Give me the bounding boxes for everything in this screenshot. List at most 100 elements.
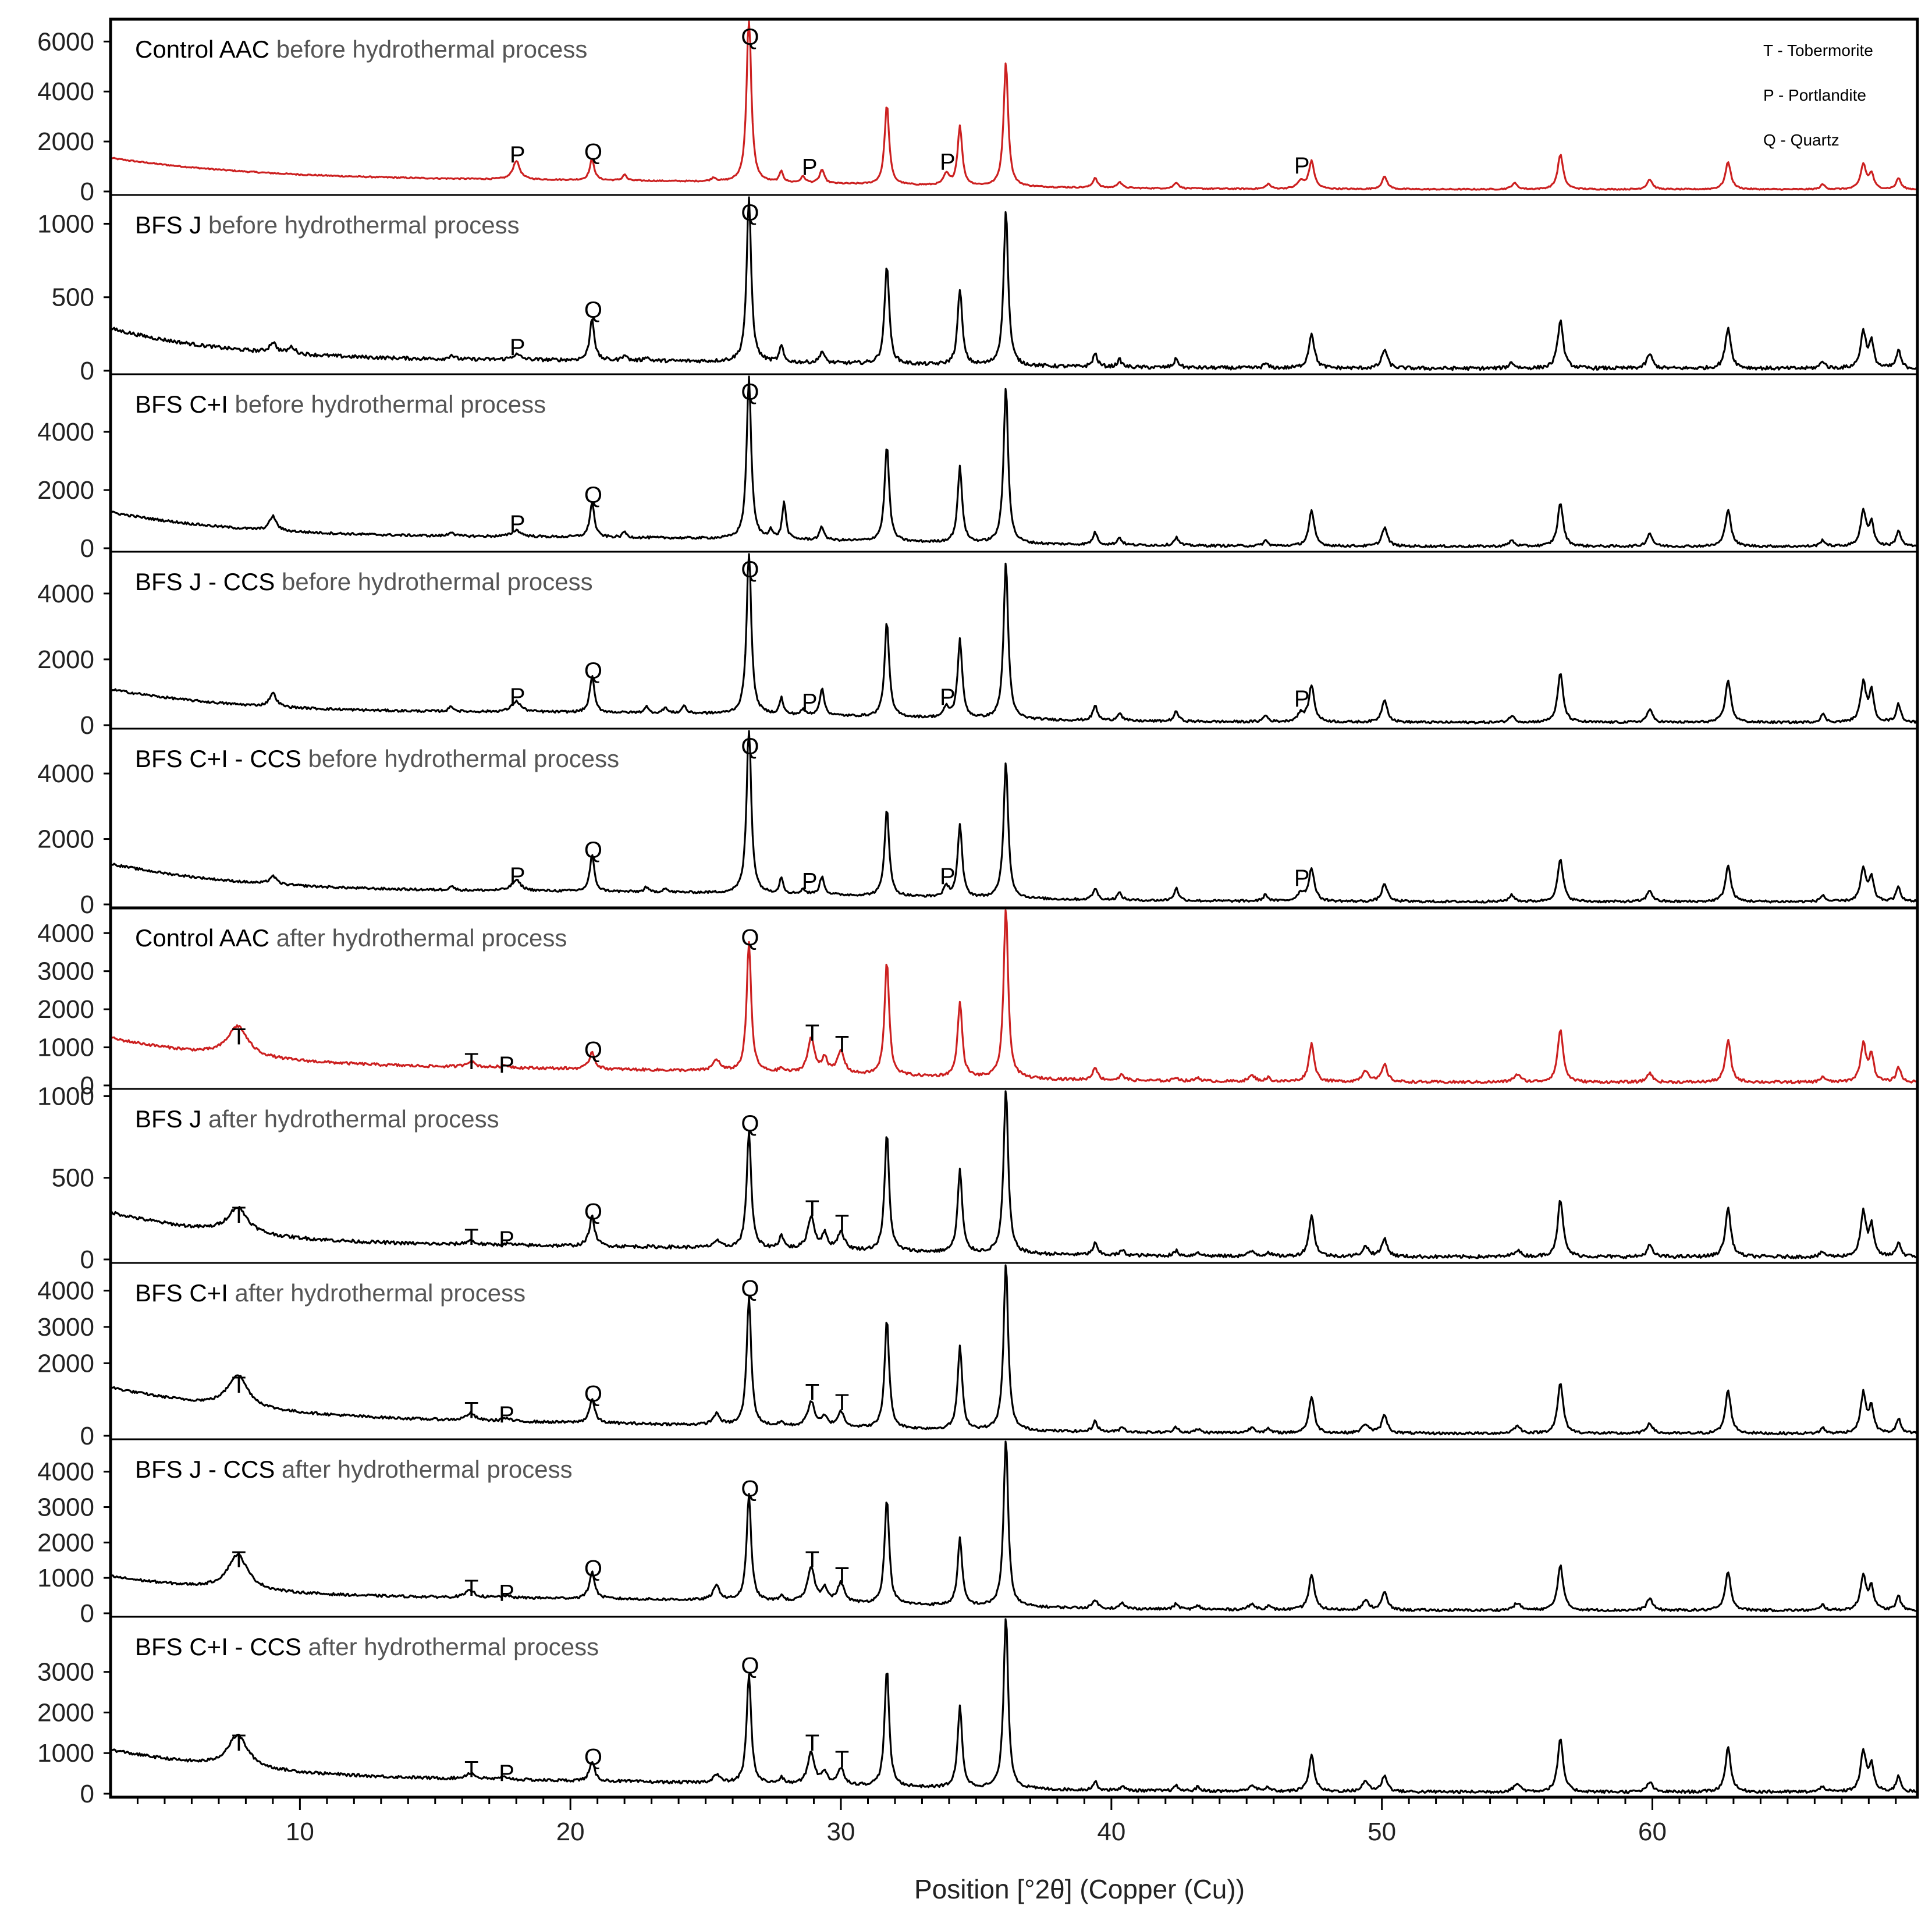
phase-marker-Q: Q	[584, 1038, 602, 1063]
phase-marker-T: T	[232, 1372, 246, 1398]
x-tick-label: 50	[1368, 1818, 1396, 1846]
series-line	[110, 730, 1918, 904]
panel-bfs-ci-before: 0 2000 4000 BFS C+I before hydrothermal pro…	[37, 373, 1919, 563]
y-tick-label: 2000	[37, 1349, 94, 1378]
series-line	[109, 196, 1918, 371]
y-tick-label: 3000	[37, 1493, 94, 1522]
phase-marker-T: T	[232, 1202, 246, 1228]
phase-marker-T: T	[805, 1730, 819, 1756]
phase-marker-P: P	[940, 684, 956, 710]
panel-title-sample: BFS C+I	[135, 1279, 228, 1307]
phase-marker-T: T	[805, 1379, 819, 1405]
phase-marker-Q: Q	[741, 379, 759, 405]
y-tick-label: 4000	[37, 1458, 94, 1486]
phase-marker-P: P	[510, 511, 525, 537]
phase-marker-T: T	[805, 1020, 819, 1046]
y-tick-label: 0	[80, 357, 94, 385]
y-tick-label: 0	[80, 890, 94, 919]
y-tick-label: 4000	[37, 919, 94, 947]
y-tick-label: 0	[80, 1071, 94, 1100]
phase-marker-P: P	[802, 154, 818, 180]
phase-marker-T: T	[835, 1032, 849, 1057]
phase-marker-Q: Q	[741, 200, 759, 226]
panel-title: BFS C+I - CCS after hydrothermal process	[135, 1633, 599, 1660]
phase-marker-Q: Q	[741, 925, 759, 951]
x-tick-label: 60	[1638, 1818, 1667, 1846]
phase-marker-P: P	[1294, 686, 1310, 712]
panel-title: BFS J before hydrothermal process	[135, 211, 520, 239]
x-tick-label: 40	[1097, 1818, 1125, 1846]
y-tick-label: 4000	[37, 77, 94, 106]
phase-marker-Q: Q	[741, 1653, 759, 1679]
series-line	[110, 1090, 1918, 1259]
phase-marker-T: T	[232, 1547, 246, 1573]
y-tick-label: 0	[80, 1780, 94, 1808]
phase-marker-P: P	[802, 690, 818, 715]
panel-bfs-j-ccs-before: 0 2000 4000 BFS J - CCS before hydrothermal…	[37, 551, 1918, 740]
phase-marker-T: T	[464, 1757, 478, 1783]
y-tick-label: 2000	[37, 1528, 94, 1557]
phase-marker-Q: Q	[741, 557, 759, 583]
phase-marker-P: P	[510, 863, 525, 889]
y-tick-label: 3000	[37, 1313, 94, 1341]
panel-title-sample: BFS J - CCS	[135, 1456, 275, 1483]
y-tick-label: 0	[80, 711, 94, 740]
y-tick-label: 2000	[37, 127, 94, 156]
panel-title-condition: before hydrothermal process	[301, 745, 619, 772]
panel-title: BFS C+I after hydrothermal process	[135, 1279, 525, 1307]
phase-marker-T: T	[835, 1390, 849, 1415]
panel-control-aac-before: 0 2000 4000 6000 Control AAC before hydrothe…	[37, 20, 1918, 206]
phase-marker-Q: Q	[584, 1745, 602, 1770]
y-tick-label: 0	[80, 534, 94, 563]
panel-bfs-ci-ccs-before: 0 2000 4000 BFS C+I - CCS before hydrotherm…	[37, 727, 1918, 919]
panel-title-sample: Control AAC	[135, 36, 269, 63]
phase-marker-T: T	[835, 1747, 849, 1772]
y-tick-label: 1000	[37, 1739, 94, 1768]
panel-title-condition: before hydrothermal process	[228, 391, 546, 418]
phase-marker-T: T	[835, 1211, 849, 1236]
x-tick-label: 30	[827, 1818, 855, 1846]
phase-marker-Q: Q	[741, 1111, 759, 1137]
y-tick-label: 1000	[37, 1082, 94, 1110]
y-tick-label: 2000	[37, 825, 94, 854]
panel-title-sample: BFS C+I - CCS	[135, 745, 301, 772]
y-tick-label: 4000	[37, 418, 94, 446]
phase-marker-P: P	[940, 150, 956, 175]
phase-marker-P: P	[510, 142, 525, 168]
frame-rect	[109, 17, 1919, 1799]
phase-marker-P: P	[499, 1227, 514, 1252]
phase-marker-P: P	[499, 1761, 514, 1786]
phase-marker-Q: Q	[741, 734, 759, 760]
phase-marker-P: P	[499, 1402, 514, 1428]
phase-marker-P: P	[499, 1580, 514, 1606]
x-tick-label: 20	[556, 1818, 585, 1846]
phase-marker-P: P	[510, 335, 525, 360]
panel-title-condition: after hydrothermal process	[275, 1456, 572, 1483]
phase-marker-Q: Q	[584, 1381, 602, 1407]
legend: T - Tobermorite P - Portlandite Q - Quar…	[1763, 41, 1873, 149]
y-tick-label: 1000	[37, 210, 94, 238]
phase-marker-Q: Q	[584, 482, 602, 508]
panel-title: Control AAC after hydrothermal process	[135, 924, 567, 952]
panel-bfs-ci-after: 0 2000 3000 4000 BFS C+I after hydrothermal …	[37, 1262, 1918, 1450]
panel-bfs-j-after: 0 500 1000 BFS J after hydrothermal process…	[37, 1082, 1918, 1274]
panel-bfs-j-before: 0 500 1000 BFS J before hydrothermal proces…	[37, 194, 1918, 385]
y-tick-label: 3000	[37, 1658, 94, 1687]
y-tick-label: 4000	[37, 760, 94, 788]
panel-title-sample: Control AAC	[135, 924, 269, 952]
panel-title-condition: after hydrothermal process	[201, 1105, 499, 1133]
y-tick-label: 0	[80, 1599, 94, 1628]
phase-marker-T: T	[835, 1563, 849, 1589]
phase-marker-P: P	[802, 869, 818, 895]
y-tick-label: 4000	[37, 1277, 94, 1305]
x-axis: 10 20 30 40 50 60	[136, 1797, 1897, 1846]
panel-title: BFS J - CCS before hydrothermal process	[135, 568, 593, 595]
panel-title: BFS C+I - CCS before hydrothermal proces…	[135, 745, 619, 772]
series-line	[110, 1264, 1918, 1436]
y-tick-label: 2000	[37, 476, 94, 505]
y-tick-label: 0	[80, 1245, 94, 1274]
legend-entry-tobermorite: T - Tobermorite	[1763, 41, 1873, 59]
panel-title: BFS J - CCS after hydrothermal process	[135, 1456, 573, 1483]
phase-marker-T: T	[464, 1575, 478, 1601]
